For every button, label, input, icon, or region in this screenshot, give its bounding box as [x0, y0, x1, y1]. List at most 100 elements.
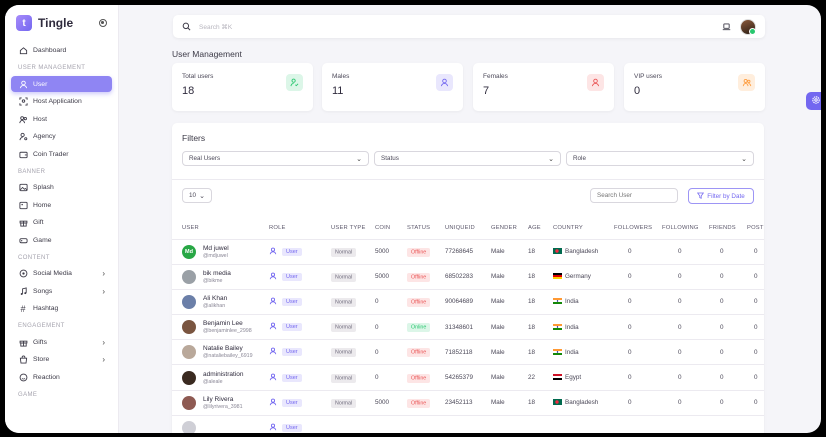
- user-name[interactable]: Ali Khan: [203, 294, 228, 302]
- collapse-toggle-icon[interactable]: [99, 19, 107, 27]
- sidebar-item-gift[interactable]: Gift: [11, 215, 112, 231]
- home-image-icon: [18, 200, 28, 210]
- users-table: USER ROLE USER TYPE COIN STATUS UNIQUEID…: [172, 218, 764, 433]
- section-game: GAME: [18, 391, 38, 398]
- smile-icon: [18, 372, 28, 382]
- laptop-icon[interactable]: [722, 18, 731, 36]
- sidebar: t Tingle Dashboard USER MANAGEMENT User …: [5, 5, 119, 433]
- user-name[interactable]: Md juwel: [203, 244, 229, 252]
- stat-value: 0: [634, 85, 641, 97]
- user-name[interactable]: Natalie Bailey: [203, 345, 243, 353]
- role-badge: User: [282, 272, 302, 281]
- sidebar-item-songs[interactable]: Songs ›: [11, 283, 112, 299]
- user-handle: @alikhan: [203, 302, 226, 309]
- cell-country: India: [565, 348, 579, 356]
- filter-by-date-button[interactable]: Filter by Date: [688, 188, 754, 204]
- cell-coin: 0: [375, 348, 379, 356]
- settings-button[interactable]: [806, 92, 821, 110]
- cell-following: 0: [678, 323, 682, 331]
- page-size-select[interactable]: 10 ⌄: [182, 188, 212, 203]
- sidebar-item-gifts[interactable]: Gifts ›: [11, 334, 112, 350]
- cell-uid: 31348601: [445, 323, 474, 331]
- profile-avatar[interactable]: [740, 18, 756, 35]
- sidebar-item-label: Gifts: [33, 338, 47, 346]
- brand: t Tingle: [5, 5, 118, 41]
- status-badge: Offline: [407, 272, 431, 282]
- user-name[interactable]: Benjamin Lee: [203, 320, 243, 328]
- sidebar-item-store[interactable]: Store ›: [11, 352, 112, 368]
- sidebar-item-reaction[interactable]: Reaction: [11, 369, 112, 385]
- user-name[interactable]: administration: [203, 370, 244, 378]
- column-header[interactable]: AGE: [528, 218, 553, 240]
- column-header[interactable]: COUNTRY: [553, 218, 614, 240]
- cell-uid: 68502283: [445, 273, 474, 281]
- sidebar-item-dashboard[interactable]: Dashboard: [11, 43, 112, 59]
- cell-posts: 0: [754, 348, 758, 356]
- table-row[interactable]: Md Md juwel @mdjuwel User Normal 5000 Offline 7…: [172, 239, 764, 265]
- avatar: [182, 320, 196, 335]
- column-header[interactable]: FOLLOWING: [662, 218, 709, 240]
- sidebar-item-splash[interactable]: Splash: [11, 180, 112, 196]
- user-handle: @bikme: [203, 277, 223, 284]
- avatar: [182, 420, 196, 433]
- select-value: Status: [381, 155, 399, 162]
- sidebar-item-label: Social Media: [33, 270, 72, 277]
- sidebar-item-coin-trader[interactable]: Coin Trader: [11, 146, 112, 162]
- column-header[interactable]: POSTS: [747, 218, 764, 240]
- hashtag-icon: #: [20, 303, 26, 314]
- user-name[interactable]: bik media: [203, 269, 231, 277]
- column-header[interactable]: USER TYPE: [331, 218, 375, 240]
- column-header[interactable]: STATUS: [407, 218, 445, 240]
- cell-age: 18: [528, 323, 536, 331]
- table-row[interactable]: Benjamin Lee @benjaminlee_2998 User Normal 0…: [172, 314, 764, 341]
- scan-user-icon: [18, 97, 28, 107]
- column-header[interactable]: GENDER: [491, 218, 528, 240]
- role-badge: User: [282, 373, 302, 382]
- role-select[interactable]: Role ⌄: [566, 151, 754, 166]
- table-row[interactable]: administration @aleale User Normal 0 Offline 5…: [172, 364, 764, 391]
- user-name[interactable]: Lily Rivera: [203, 395, 234, 403]
- column-header[interactable]: USER: [172, 218, 269, 240]
- avatar: [182, 294, 196, 309]
- column-header[interactable]: UNIQUEID: [445, 218, 491, 240]
- table-row[interactable]: Lily Rivera @lilyrivera_3981 User Normal 500…: [172, 390, 764, 416]
- stat-card-total-users: Total users 18: [172, 63, 313, 111]
- column-header[interactable]: ROLE: [269, 218, 331, 240]
- cell-age: 18: [528, 348, 536, 356]
- sidebar-item-host-application[interactable]: Host Application: [11, 94, 112, 110]
- sidebar-item-label: Coin Trader: [33, 150, 69, 158]
- avatar: [182, 395, 196, 410]
- sidebar-item-game[interactable]: Game: [11, 232, 112, 248]
- sidebar-item-agency[interactable]: Agency: [11, 129, 112, 145]
- user-type-select[interactable]: Real Users ⌄: [182, 151, 369, 166]
- table-row[interactable]: Natalie Bailey @nataliebailey_6919 User Nor…: [172, 339, 764, 366]
- sidebar-item-host[interactable]: Host: [11, 111, 112, 127]
- sidebar-item-user[interactable]: User: [11, 76, 112, 92]
- shopping-bag-icon: [18, 355, 28, 365]
- user-type-badge: Normal: [331, 272, 357, 282]
- column-header[interactable]: FOLLOWERS: [614, 218, 662, 240]
- column-header[interactable]: COIN: [375, 218, 407, 240]
- status-select[interactable]: Status ⌄: [374, 151, 561, 166]
- table-row[interactable]: bik media @bikme User Normal 5000 Offline 6850…: [172, 264, 764, 290]
- column-header[interactable]: FRIENDS: [709, 218, 747, 240]
- chevron-down-icon: ⌄: [548, 155, 554, 163]
- section-user-management: USER MANAGEMENT: [18, 65, 86, 71]
- user-search-input[interactable]: [590, 188, 678, 203]
- app-name: Tingle: [38, 16, 74, 30]
- sidebar-item-label: Agency: [33, 133, 56, 140]
- global-search-input[interactable]: Search ⌘K: [199, 23, 233, 31]
- sidebar-item-social-media[interactable]: Social Media ›: [11, 266, 112, 282]
- table-row[interactable]: Ali Khan @alikhan User Normal 0 Offline 900646…: [172, 289, 764, 316]
- role-badge: User: [282, 423, 302, 432]
- table-row[interactable]: User: [172, 415, 764, 433]
- stat-card-males: Males 11: [322, 63, 463, 111]
- select-value: Real Users: [189, 155, 221, 162]
- stat-value: 18: [182, 85, 195, 97]
- user-handle: @benjaminlee_2998: [203, 328, 252, 335]
- sidebar-item-label: Store: [33, 356, 50, 363]
- sidebar-item-label: Home: [33, 201, 52, 209]
- cell-coin: 5000: [375, 273, 390, 281]
- sidebar-item-hashtag[interactable]: # Hashtag: [11, 301, 112, 317]
- sidebar-item-home[interactable]: Home: [11, 197, 112, 213]
